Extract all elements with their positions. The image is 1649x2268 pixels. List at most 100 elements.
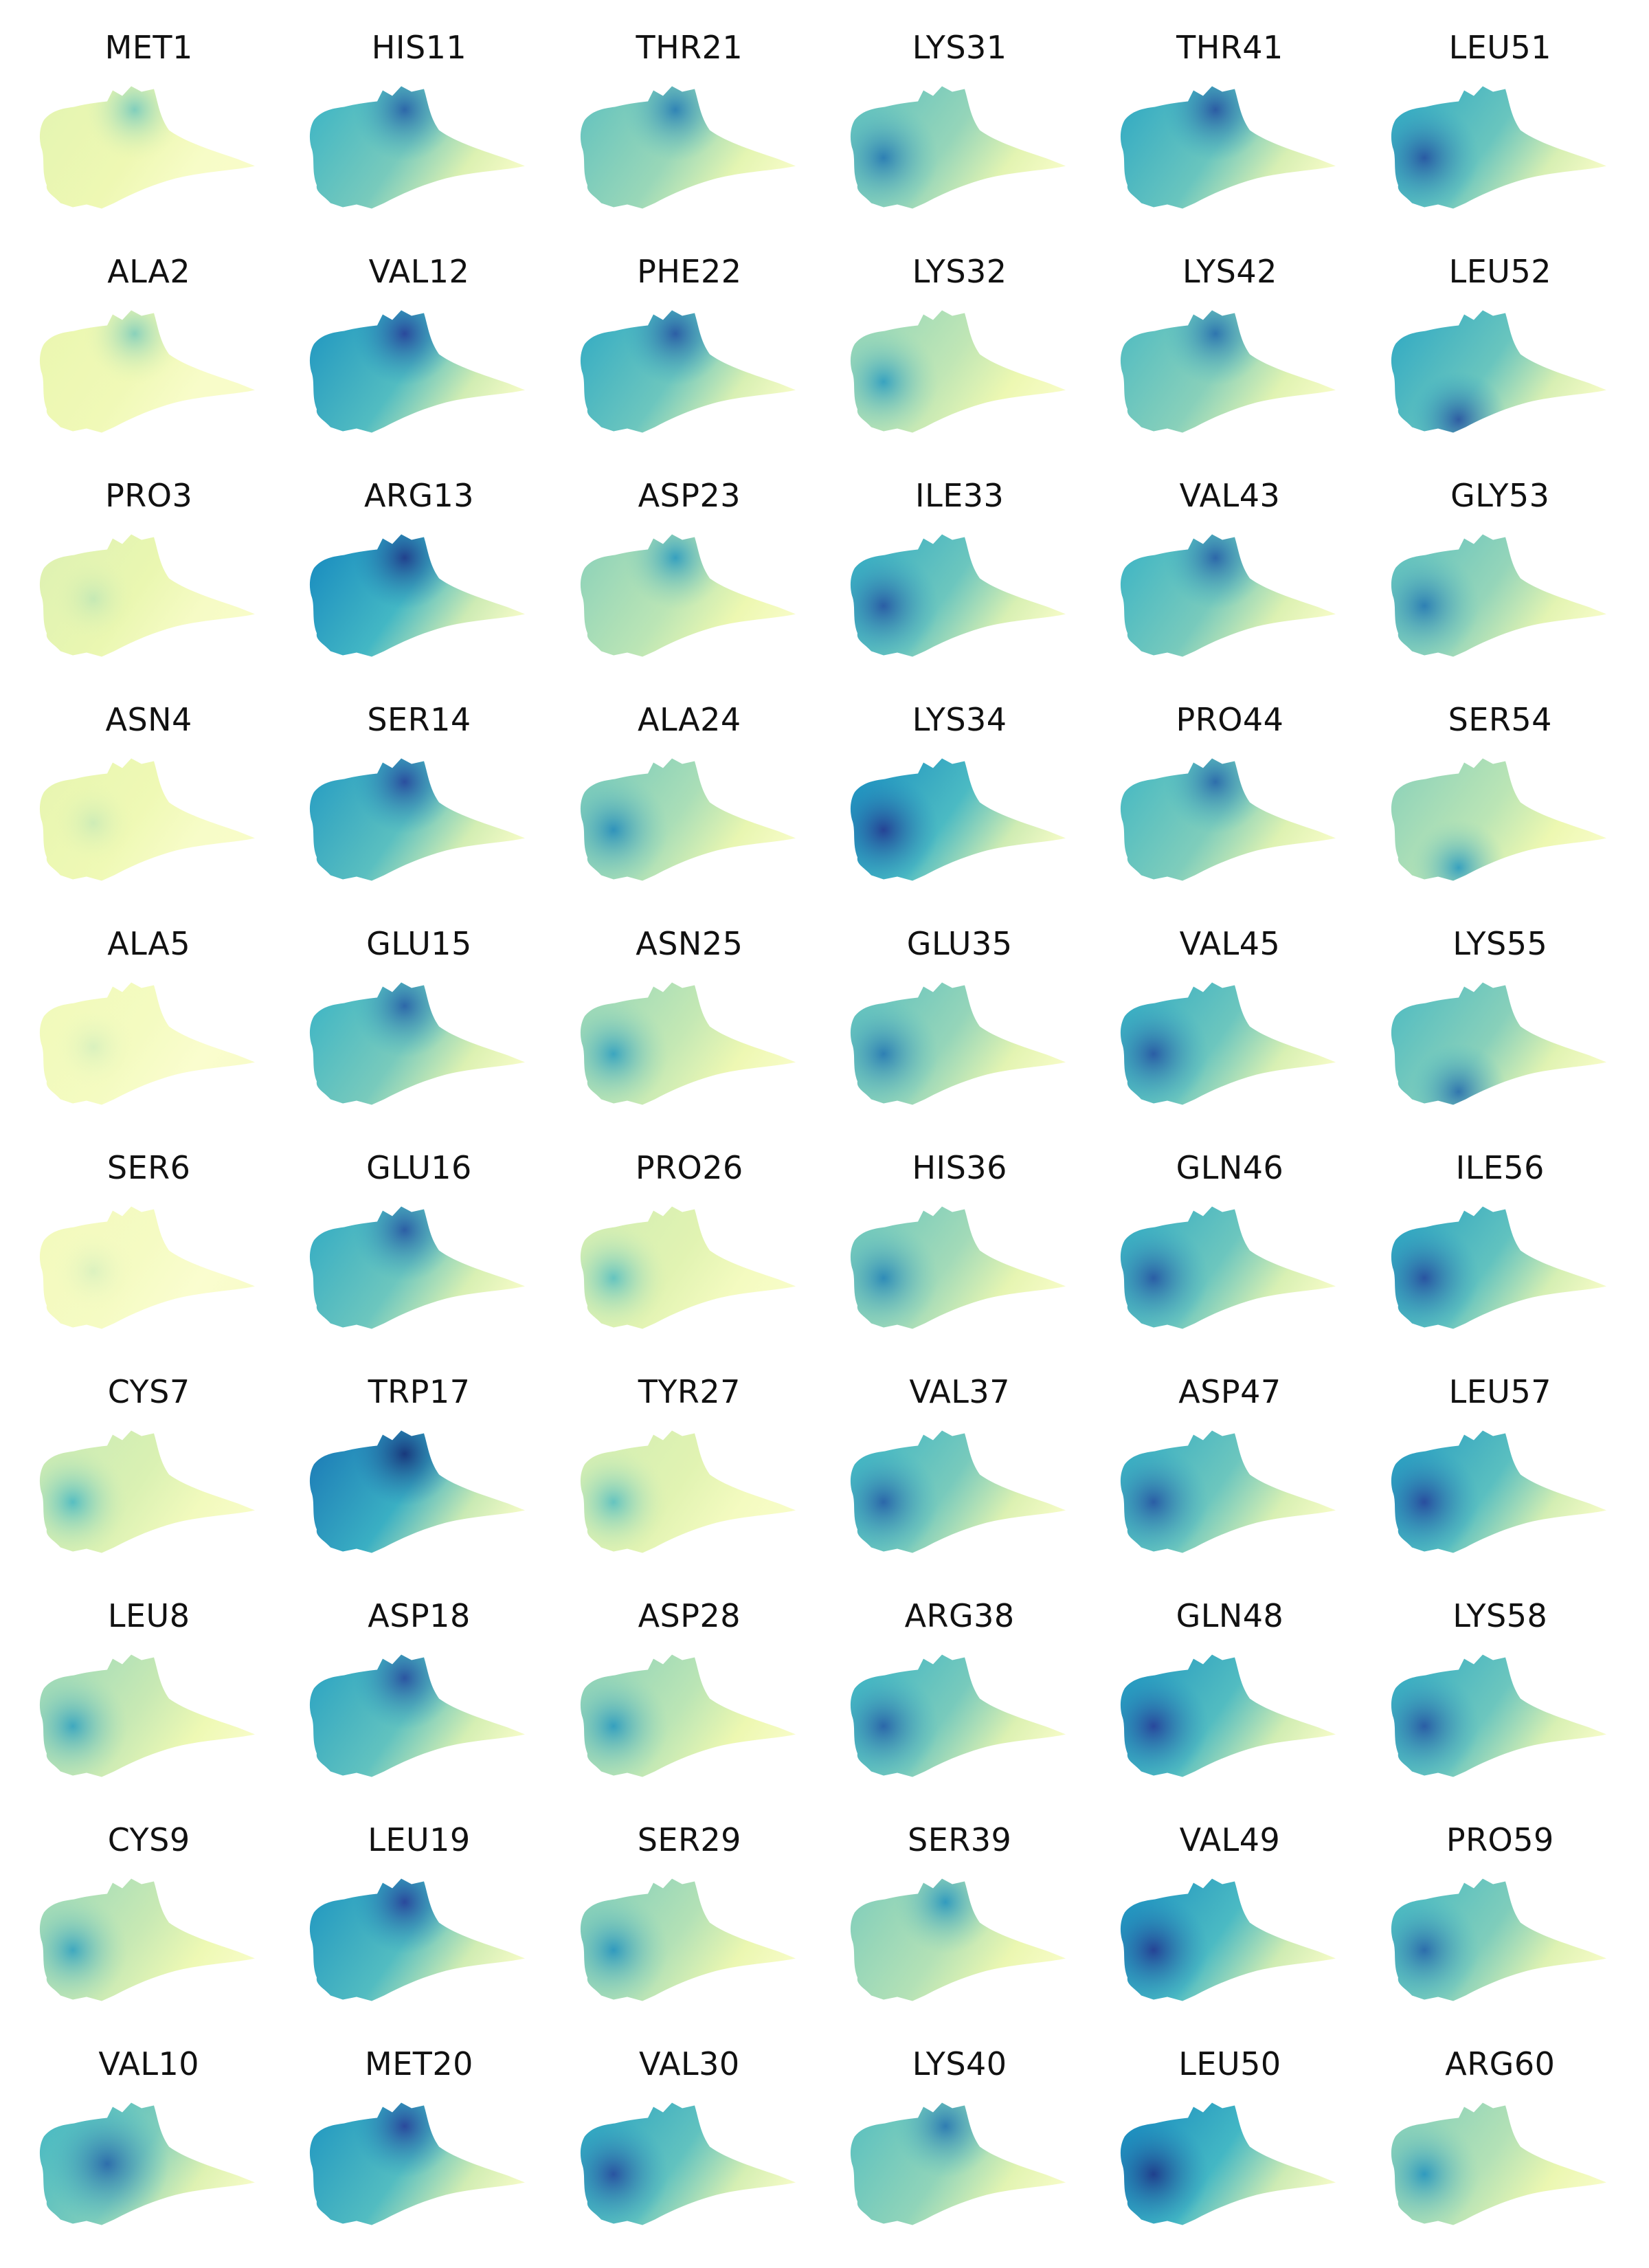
panel-leu8: LEU8 <box>14 1582 284 1806</box>
density-highlight <box>580 1654 796 1777</box>
panel-title: ALA2 <box>107 253 191 290</box>
density-highlight <box>1391 2102 1606 2225</box>
scatter-plot <box>850 310 1066 433</box>
scatter-plot <box>1391 1654 1606 1777</box>
scatter-plot <box>310 2102 526 2225</box>
scatter-plot <box>580 310 796 433</box>
density-highlight <box>1391 86 1606 209</box>
panel-leu57: LEU57 <box>1365 1358 1635 1582</box>
density-highlight <box>39 1206 255 1329</box>
panel-val10: VAL10 <box>14 2030 284 2254</box>
density-highlight <box>310 86 526 209</box>
density-highlight <box>1121 1206 1336 1329</box>
panel-met20: MET20 <box>284 2030 554 2254</box>
panel-arg13: ARG13 <box>284 462 554 686</box>
panel-title: ARG38 <box>904 1597 1015 1634</box>
density-highlight <box>580 758 796 881</box>
scatter-plot <box>310 86 526 209</box>
density-highlight <box>1391 1430 1606 1553</box>
density-highlight <box>310 758 526 881</box>
panel-ser29: SER29 <box>554 1806 824 2030</box>
panel-lys55: LYS55 <box>1365 910 1635 1134</box>
density-highlight <box>310 2102 526 2225</box>
panel-title: TRP17 <box>368 1373 471 1410</box>
panel-cys7: CYS7 <box>14 1358 284 1582</box>
density-highlight <box>310 1206 526 1329</box>
scatter-plot <box>1121 982 1336 1105</box>
density-highlight <box>39 86 255 209</box>
panel-title: ARG60 <box>1445 2045 1556 2082</box>
scatter-plot <box>1391 1206 1606 1329</box>
density-highlight <box>580 310 796 433</box>
panel-title: GLU15 <box>366 925 472 962</box>
density-highlight <box>850 2102 1066 2225</box>
density-highlight <box>39 1430 255 1553</box>
panel-title: SER29 <box>637 1821 741 1858</box>
scatter-plot <box>850 534 1066 657</box>
panel-title: LYS32 <box>912 253 1007 290</box>
panel-title: ILE33 <box>915 477 1005 514</box>
density-highlight <box>310 534 526 657</box>
density-highlight <box>850 1878 1066 2001</box>
density-highlight <box>1121 1654 1336 1777</box>
panel-title: THR41 <box>1176 29 1283 66</box>
panel-title: GLU35 <box>906 925 1013 962</box>
scatter-plot <box>580 534 796 657</box>
panel-ile33: ILE33 <box>824 462 1095 686</box>
density-highlight <box>850 982 1066 1105</box>
panel-val12: VAL12 <box>284 238 554 462</box>
panel-title: ILE56 <box>1455 1149 1545 1186</box>
panel-trp17: TRP17 <box>284 1358 554 1582</box>
panel-gln46: GLN46 <box>1095 1134 1365 1358</box>
panel-title: LYS55 <box>1452 925 1548 962</box>
scatter-plot <box>1391 1878 1606 2001</box>
scatter-plot <box>310 1430 526 1553</box>
panel-thr41: THR41 <box>1095 14 1365 238</box>
scatter-plot <box>1391 982 1606 1105</box>
panel-title: PRO26 <box>635 1149 743 1186</box>
panel-leu52: LEU52 <box>1365 238 1635 462</box>
panel-leu50: LEU50 <box>1095 2030 1365 2254</box>
panel-val37: VAL37 <box>824 1358 1095 1582</box>
panel-title: ASP23 <box>638 477 741 514</box>
density-highlight <box>580 534 796 657</box>
density-highlight <box>310 310 526 433</box>
panel-title: VAL12 <box>368 253 470 290</box>
panel-pro26: PRO26 <box>554 1134 824 1358</box>
scatter-plot <box>580 1206 796 1329</box>
panel-thr21: THR21 <box>554 14 824 238</box>
scatter-plot <box>850 982 1066 1105</box>
scatter-plot <box>39 2102 255 2225</box>
density-highlight <box>310 1878 526 2001</box>
scatter-plot <box>310 534 526 657</box>
panel-title: PHE22 <box>637 253 742 290</box>
panel-arg38: ARG38 <box>824 1582 1095 1806</box>
density-highlight <box>310 1654 526 1777</box>
panel-title: LYS40 <box>912 2045 1007 2082</box>
density-highlight <box>39 534 255 657</box>
panel-title: THR21 <box>636 29 743 66</box>
panel-title: PRO44 <box>1176 701 1284 738</box>
panel-his11: HIS11 <box>284 14 554 238</box>
density-highlight <box>39 1878 255 2001</box>
panel-ser54: SER54 <box>1365 686 1635 910</box>
scatter-plot <box>39 1206 255 1329</box>
density-highlight <box>310 1430 526 1553</box>
scatter-plot <box>1121 2102 1336 2225</box>
panel-title: MET20 <box>365 2045 473 2082</box>
scatter-plot <box>1121 1878 1336 2001</box>
scatter-plot <box>850 1654 1066 1777</box>
scatter-plot <box>310 982 526 1105</box>
density-highlight <box>580 86 796 209</box>
density-highlight <box>39 310 255 433</box>
panel-title: LYS34 <box>912 701 1007 738</box>
scatter-plot <box>1121 1654 1336 1777</box>
panel-lys40: LYS40 <box>824 2030 1095 2254</box>
panel-lys58: LYS58 <box>1365 1582 1635 1806</box>
panel-pro59: PRO59 <box>1365 1806 1635 2030</box>
panel-ala2: ALA2 <box>14 238 284 462</box>
density-highlight <box>39 1654 255 1777</box>
panel-title: SER54 <box>1448 701 1552 738</box>
density-highlight <box>1121 982 1336 1105</box>
panel-title: ASP28 <box>638 1597 741 1634</box>
